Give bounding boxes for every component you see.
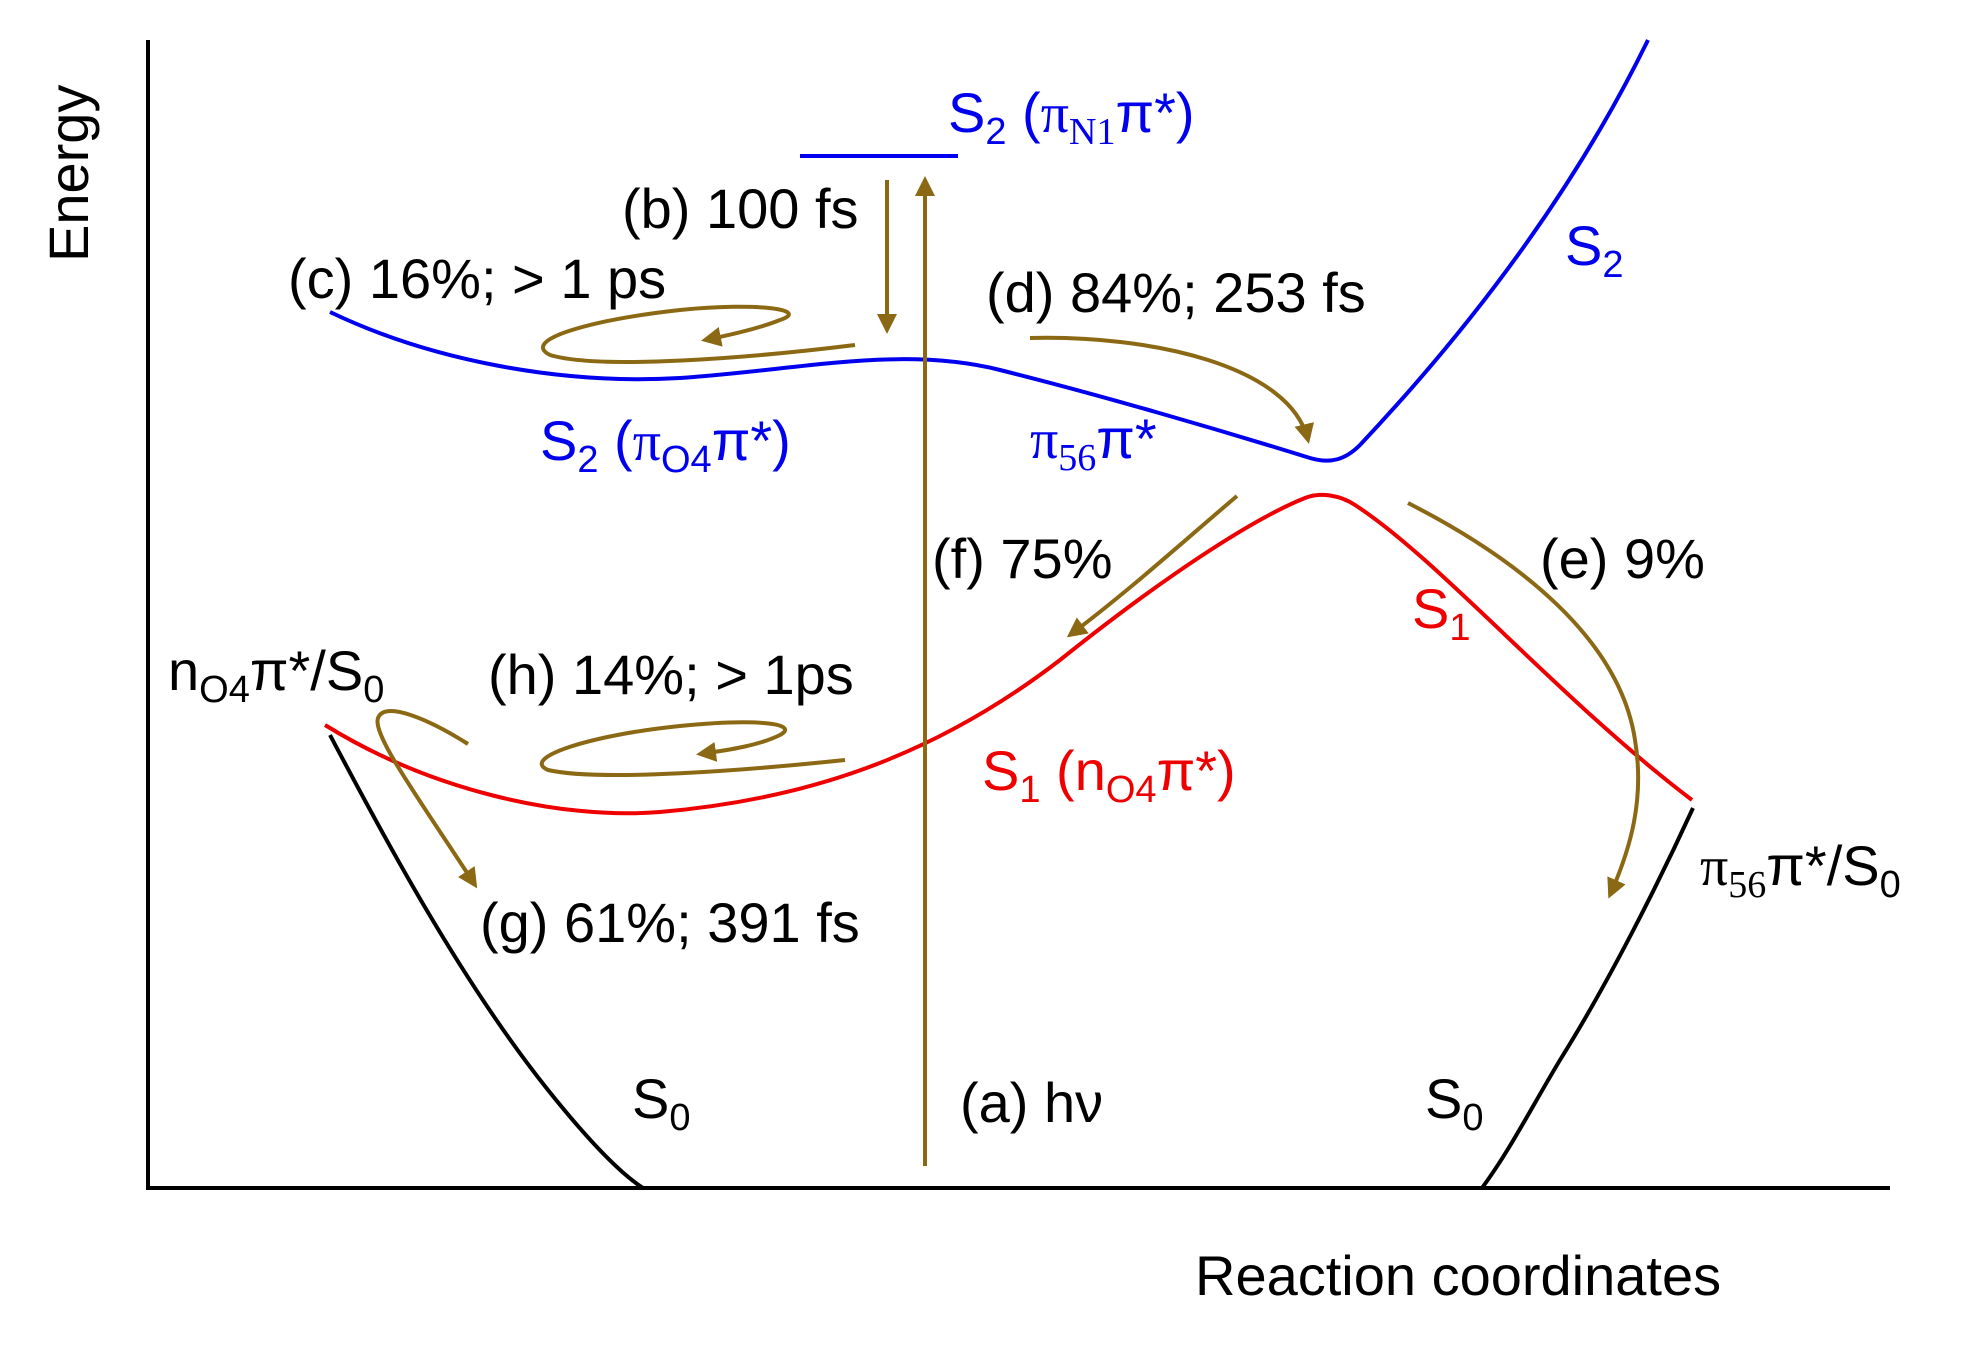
label-s2-pi-n1: S2 (πN1π*) xyxy=(948,81,1195,153)
s2-curve xyxy=(329,39,1650,463)
process-g-label: (g) 61%; 391 fs xyxy=(480,891,860,954)
arrow-c-loop xyxy=(541,304,856,364)
label-s0-right: S0 xyxy=(1425,1067,1484,1139)
label-s1-right: S1 xyxy=(1412,577,1471,649)
label-s2-right: S2 xyxy=(1565,214,1624,286)
arrow-f-decay xyxy=(1066,494,1239,638)
label-pi56-s0: π56π*/S0 xyxy=(1700,834,1901,906)
arrow-d-transfer xyxy=(1029,335,1314,444)
label-pi56-upper: π56π* xyxy=(1030,407,1157,479)
process-h-label: (h) 14%; > 1ps xyxy=(488,643,854,706)
arrow-e-decay xyxy=(1407,501,1641,899)
label-s1-n-o4: S1 (nO4π*) xyxy=(982,739,1236,811)
label-s0-left: S0 xyxy=(632,1067,691,1139)
label-n-o4-s0: nO4π*/S0 xyxy=(168,639,384,711)
process-e-label: (e) 9% xyxy=(1540,527,1705,590)
s0-right-curve xyxy=(1480,807,1695,1190)
process-f-label: (f) 75% xyxy=(932,527,1113,590)
process-d-label: (d) 84%; 253 fs xyxy=(986,261,1366,324)
x-axis-label: Reaction coordinates xyxy=(1195,1244,1721,1307)
arrow-h-loop xyxy=(539,720,846,778)
process-b-label: (b) 100 fs xyxy=(622,177,859,240)
s0-left-curve xyxy=(328,734,645,1190)
label-s2-pi-o4: S2 (πO4π*) xyxy=(540,409,791,481)
process-a-label: (a) hν xyxy=(960,1071,1103,1134)
y-axis-label: Energy xyxy=(37,85,100,262)
process-c-label: (c) 16%; > 1 ps xyxy=(288,247,666,310)
s1-curve xyxy=(323,492,1694,816)
arrow-g-decay xyxy=(375,709,478,889)
